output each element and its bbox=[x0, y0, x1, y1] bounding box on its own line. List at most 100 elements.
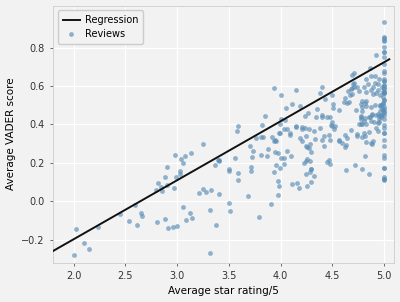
Reviews bbox=[374, 121, 381, 126]
Reviews bbox=[375, 129, 381, 133]
Reviews bbox=[299, 127, 305, 132]
Reviews bbox=[216, 159, 222, 163]
Reviews bbox=[381, 176, 387, 181]
Reviews bbox=[296, 135, 303, 140]
Reviews bbox=[159, 188, 165, 193]
Reviews bbox=[212, 163, 218, 168]
Reviews bbox=[296, 186, 302, 191]
Reviews bbox=[330, 127, 337, 132]
Reviews bbox=[341, 99, 347, 104]
Reviews bbox=[244, 194, 251, 198]
Reviews bbox=[180, 205, 186, 210]
Reviews bbox=[162, 175, 169, 180]
Reviews bbox=[311, 128, 318, 133]
Reviews bbox=[381, 20, 387, 24]
Reviews bbox=[381, 79, 387, 84]
Reviews bbox=[71, 252, 78, 257]
Reviews bbox=[274, 193, 281, 198]
Reviews bbox=[308, 167, 314, 172]
Reviews bbox=[381, 90, 387, 95]
Reviews bbox=[354, 132, 360, 137]
Reviews bbox=[381, 112, 387, 117]
Reviews bbox=[234, 128, 240, 133]
Reviews bbox=[380, 108, 386, 113]
Reviews bbox=[286, 130, 293, 135]
Reviews bbox=[293, 124, 299, 129]
Reviews bbox=[381, 90, 387, 95]
Reviews bbox=[226, 201, 232, 206]
Reviews bbox=[368, 87, 374, 92]
Reviews bbox=[381, 117, 387, 122]
Reviews bbox=[356, 88, 363, 93]
Reviews bbox=[381, 126, 387, 130]
Reviews bbox=[377, 108, 384, 113]
Reviews bbox=[381, 152, 387, 157]
Reviews bbox=[317, 91, 324, 96]
Reviews bbox=[348, 127, 354, 132]
Reviews bbox=[370, 84, 376, 89]
Reviews bbox=[189, 216, 195, 220]
Reviews bbox=[301, 161, 307, 165]
Reviews bbox=[264, 154, 270, 159]
Reviews bbox=[373, 91, 379, 95]
Reviews bbox=[381, 39, 387, 43]
Reviews bbox=[352, 162, 358, 167]
Reviews bbox=[381, 44, 387, 49]
Reviews bbox=[200, 187, 206, 191]
Reviews bbox=[343, 135, 350, 140]
Reviews bbox=[381, 77, 387, 82]
Reviews bbox=[327, 138, 333, 143]
Reviews bbox=[381, 110, 387, 115]
Reviews bbox=[381, 83, 387, 88]
Reviews bbox=[174, 224, 180, 229]
Reviews bbox=[358, 104, 365, 109]
Reviews bbox=[357, 116, 364, 121]
Reviews bbox=[373, 112, 379, 117]
Reviews bbox=[182, 154, 188, 159]
Reviews bbox=[380, 79, 387, 84]
Reviews bbox=[362, 154, 368, 159]
Reviews bbox=[354, 85, 360, 90]
Reviews bbox=[137, 211, 144, 216]
Reviews bbox=[262, 114, 269, 118]
Reviews bbox=[171, 186, 177, 191]
Reviews bbox=[369, 111, 375, 116]
Reviews bbox=[277, 165, 283, 170]
Reviews bbox=[306, 170, 313, 175]
Reviews bbox=[374, 112, 381, 117]
Reviews bbox=[165, 226, 172, 231]
Reviews bbox=[207, 207, 213, 212]
Reviews bbox=[308, 167, 314, 172]
Reviews bbox=[317, 126, 324, 131]
Reviews bbox=[381, 110, 387, 114]
Reviews bbox=[381, 36, 387, 40]
Reviews bbox=[339, 140, 345, 145]
Reviews bbox=[152, 188, 159, 192]
Reviews bbox=[271, 85, 277, 90]
Reviews bbox=[226, 169, 233, 174]
Reviews bbox=[302, 143, 309, 148]
Reviews bbox=[367, 104, 374, 109]
Reviews bbox=[349, 85, 355, 90]
Reviews bbox=[95, 225, 102, 230]
Reviews bbox=[360, 130, 367, 135]
Reviews bbox=[306, 142, 313, 147]
Reviews bbox=[348, 73, 355, 78]
Reviews bbox=[381, 138, 387, 143]
Reviews bbox=[381, 90, 387, 95]
Reviews bbox=[351, 80, 357, 85]
Reviews bbox=[306, 126, 312, 131]
Reviews bbox=[372, 73, 379, 78]
Reviews bbox=[277, 121, 284, 126]
X-axis label: Average star rating/5: Average star rating/5 bbox=[168, 286, 279, 297]
Reviews bbox=[336, 139, 342, 143]
Reviews bbox=[374, 82, 381, 87]
Reviews bbox=[269, 134, 276, 139]
Reviews bbox=[283, 105, 289, 110]
Reviews bbox=[326, 133, 332, 138]
Reviews bbox=[155, 181, 162, 185]
Reviews bbox=[381, 105, 387, 110]
Reviews bbox=[158, 184, 164, 189]
Reviews bbox=[381, 37, 387, 42]
Reviews bbox=[172, 175, 179, 179]
